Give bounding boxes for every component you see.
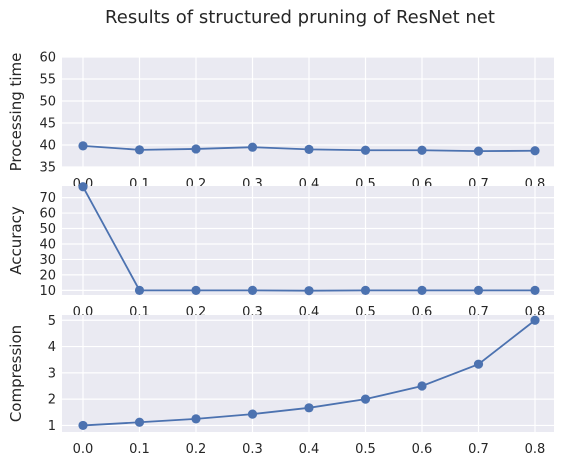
data-point: [134, 145, 145, 155]
data-point: [304, 286, 314, 296]
data-point: [304, 403, 314, 413]
y-tick-label: 5: [48, 314, 56, 329]
data-point: [134, 285, 145, 295]
data-point: [78, 182, 88, 192]
data-point: [530, 146, 540, 156]
figure-title: Results of structured pruning of ResNet …: [105, 7, 495, 28]
x-tick-label: 0.5: [355, 442, 376, 457]
data-point: [473, 285, 484, 295]
y-tick-label: 45: [39, 117, 56, 132]
x-tick-label: 0.1: [129, 442, 150, 457]
y-axis-label: Accuracy: [7, 206, 25, 275]
y-tick-label: 50: [39, 222, 56, 237]
data-point: [134, 417, 145, 427]
y-tick-label: 10: [39, 284, 56, 299]
y-axis-label: Compression: [7, 325, 25, 422]
data-point: [473, 146, 484, 156]
data-point: [78, 420, 88, 431]
data-point: [417, 285, 427, 295]
subplot-3: 1 2 3 4 5 0.0 0.1 0.2 0.3 0.4 0.5 0.6 0.7 0.8 Compress…: [7, 314, 554, 457]
y-tick-label: 1: [48, 419, 56, 434]
data-point: [191, 285, 201, 295]
y-tick-label: 4: [48, 340, 56, 355]
data-point: [473, 359, 484, 369]
x-tick-label: 0.3: [242, 442, 263, 457]
data-point: [360, 394, 371, 404]
y-tick-label: 70: [39, 191, 56, 206]
data-point: [530, 285, 540, 295]
data-point: [530, 315, 540, 325]
y-tick-label: 40: [39, 139, 56, 154]
plot-area: [62, 315, 554, 432]
y-tick-label: 30: [39, 253, 56, 268]
data-point: [360, 285, 371, 295]
y-tick-label: 40: [39, 237, 56, 252]
y-tick-label: 50: [39, 95, 56, 110]
y-tick-label: 60: [39, 51, 56, 66]
y-tick-label: 20: [39, 268, 56, 283]
y-axis-label: Processing time: [7, 53, 25, 172]
x-tick-label: 0.7: [468, 442, 489, 457]
x-tick-label: 0.4: [299, 442, 320, 457]
y-tick-label: 3: [48, 366, 56, 381]
subplot-1: 3540455055600.00.10.20.30.40.50.60.70.8P…: [7, 51, 554, 192]
data-point: [191, 144, 201, 154]
y-tick-label: 55: [39, 73, 56, 88]
data-point: [417, 145, 427, 155]
x-tick-label: 0.0: [73, 442, 94, 457]
x-tick-label: 0.8: [525, 442, 546, 457]
y-tick-label: 60: [39, 207, 56, 222]
data-point: [247, 142, 258, 152]
plot-area: [62, 186, 554, 295]
data-point: [78, 141, 88, 151]
x-tick-label: 0.2: [186, 442, 207, 457]
y-tick-label: 2: [48, 393, 56, 408]
data-point: [360, 145, 371, 155]
x-tick-label: 0.6: [412, 442, 433, 457]
data-point: [191, 414, 201, 424]
data-point: [247, 409, 258, 419]
data-point: [304, 144, 314, 154]
y-tick-label: 35: [39, 161, 56, 176]
data-point: [247, 285, 258, 295]
data-point: [417, 381, 427, 391]
